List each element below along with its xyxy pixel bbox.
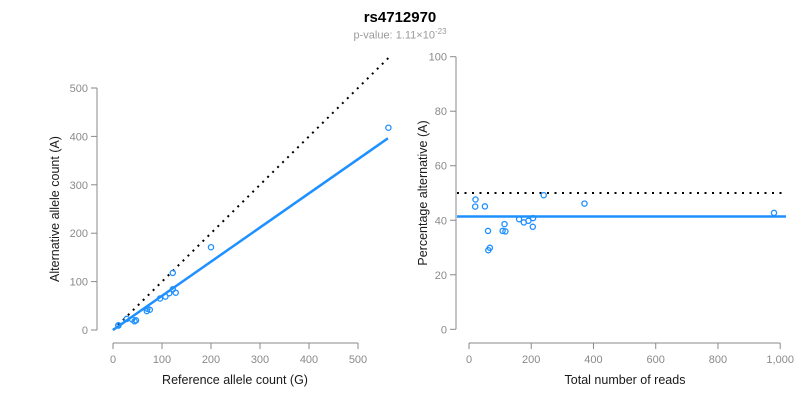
data-point [481,203,489,210]
data-point [172,289,179,296]
data-point [484,227,492,235]
y-tick-label: 300 [70,180,88,192]
data-point [525,217,532,225]
x-tick-label: 400 [584,354,602,366]
y-tick-label: 20 [435,270,447,282]
pvalue-base: 1.11×10 [395,29,435,42]
x-tick-label: 100 [153,354,171,366]
data-point [385,124,392,131]
left-x-axis-label: Reference allele count (G) [162,373,308,387]
data-point [529,214,537,222]
data-point [770,209,778,217]
x-tick-label: 500 [349,354,367,366]
y-tick-label: 80 [435,106,447,118]
y-tick-label: 40 [435,215,447,227]
x-tick-label: 200 [522,354,540,366]
y-tick-label: 200 [70,228,88,240]
data-point [502,228,509,235]
data-point [581,200,588,207]
data-point [540,191,547,199]
y-tick-label: 0 [82,325,88,337]
x-tick-label: 200 [202,354,220,366]
identity-line [112,55,391,331]
y-tick-label: 100 [429,52,447,64]
y-tick-label: 400 [70,131,88,143]
x-tick-label: 0 [110,354,116,366]
pvalue-exponent: -23 [434,27,447,36]
data-point [169,269,177,277]
x-tick-label: 300 [251,354,269,366]
x-tick-label: 800 [709,354,727,366]
data-point [501,220,508,228]
data-point [144,305,151,312]
data-point [472,196,479,203]
x-tick-label: 600 [647,354,665,366]
left-y-axis-label: Alternative allele count (A) [48,136,62,282]
data-point [115,322,122,329]
pvalue-subtitle: p-value: 1.11×10-23 [0,27,800,42]
data-point [486,244,494,252]
right-x-axis-label: Total number of reads [564,373,686,387]
data-point [132,317,140,324]
data-point [162,293,169,300]
data-point [156,295,164,302]
data-point [471,203,479,210]
x-tick-label: 1,000 [766,354,794,366]
regression-fit-line [112,137,389,332]
y-tick-label: 60 [435,161,447,173]
right-y-axis-label: Percentage alternative (A) [416,120,430,266]
pvalue-label: p-value: [353,29,396,42]
y-tick-label: 100 [70,277,88,289]
x-tick-label: 400 [300,354,318,366]
data-point [166,289,173,297]
y-tick-label: 500 [70,83,88,95]
y-tick-label: 0 [441,324,447,336]
chart-title: rs4712970 [363,9,437,26]
data-point [499,227,506,235]
data-point [515,215,523,223]
data-point [207,243,215,251]
x-tick-label: 0 [466,354,472,366]
data-point [529,223,537,231]
